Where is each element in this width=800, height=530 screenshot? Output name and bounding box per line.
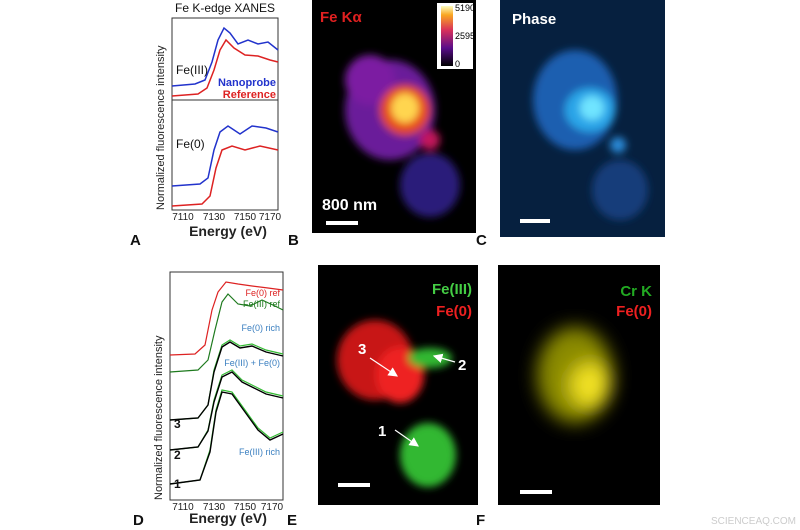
region-label: 1 [378,423,386,440]
annotation: Fe(III) [176,63,208,77]
curve-number: 1 [174,477,181,491]
colorbar-label: 5190 [455,3,475,13]
annotation: Fe(III) + Fe(0) [224,358,280,368]
legend-label: Fe(III) [432,281,472,298]
annotation: Fe(III) rich [239,447,280,457]
legend-label: Fe(0) [436,303,472,320]
scale-label: 800 nm [322,197,377,214]
x-tick-label: 7170 [261,502,284,513]
panel-title: Fe K-edge XANES [175,1,275,15]
map-blob [345,55,460,217]
panel-d: Fe(0) ref Fe(III) ref Fe(0) rich Fe(III)… [133,271,284,529]
x-tick-label: 7110 [172,502,194,513]
arrow [432,353,456,363]
spectrum-line [171,38,279,97]
y-axis-label: Normalized fluorescence intensity [155,45,167,210]
spectrum-line [169,293,284,373]
x-tick-label: 7170 [259,212,282,223]
watermark: SCIENCEAQ.COM [711,516,796,527]
map-title: Fe Kα [320,9,363,26]
annotation: Reference [223,89,276,101]
annotation: Fe(0) rich [241,323,280,333]
spectrum-line [171,125,279,187]
panel-label: A [130,232,141,249]
x-tick-label: 7150 [234,212,257,223]
fit-line [169,391,284,485]
scale-bar [338,483,370,487]
fit-line [169,371,284,451]
x-axis-label: Energy (eV) [189,223,267,239]
x-tick-label: 7130 [203,212,226,223]
panel-label: B [288,232,299,249]
legend-label: Cr K [620,283,652,300]
plot-frame [171,17,279,211]
map-blob [533,50,648,220]
annotation: Nanoprobe [218,77,276,89]
panel-f: Cr K Fe(0) F [476,265,660,529]
curve-number: 3 [174,417,181,431]
region-label: 3 [358,341,366,358]
panel-a: Fe K-edge XANES Fe(III) Nanoprobe Refere… [130,1,282,249]
panel-b: Fe Kα 5190 2595 0 800 nm B [288,0,476,249]
arrow [369,357,398,377]
colorbar [441,6,453,66]
annotation: Fe(0) [176,137,205,151]
panel-label: C [476,232,487,249]
spectrum-line [169,281,284,356]
colorbar-label: 2595 [455,31,475,41]
x-tick-label: 7150 [234,502,257,513]
x-axis-label: Energy (eV) [189,510,267,526]
x-tick-label: 7130 [203,502,226,513]
scale-bar [326,221,358,225]
panel-label: D [133,512,144,529]
spectrum-line [171,26,279,87]
plot-frame [169,271,284,501]
map-title: Phase [512,11,556,28]
panel-c: Phase C [476,0,665,249]
colorbar-label: 0 [455,59,460,69]
spectrum-line [169,369,284,451]
arrow [394,429,419,447]
annotation: Fe(III) ref [243,299,281,309]
annotation: Fe(0) ref [245,288,280,298]
panel-label: E [287,512,297,529]
curve-number: 2 [174,448,181,462]
panel-label: F [476,512,485,529]
panel-e: Fe(III) Fe(0) 3 2 1 E [287,265,478,529]
region-label: 2 [458,357,466,374]
scale-bar [520,219,550,223]
scale-bar [520,490,552,494]
y-axis-label: Normalized fluorescence intensity [153,335,165,500]
fit-line [169,341,284,421]
spectrum-line [171,145,279,207]
map-blob [537,327,613,423]
x-tick-label: 7110 [172,212,194,223]
legend-label: Fe(0) [616,303,652,320]
